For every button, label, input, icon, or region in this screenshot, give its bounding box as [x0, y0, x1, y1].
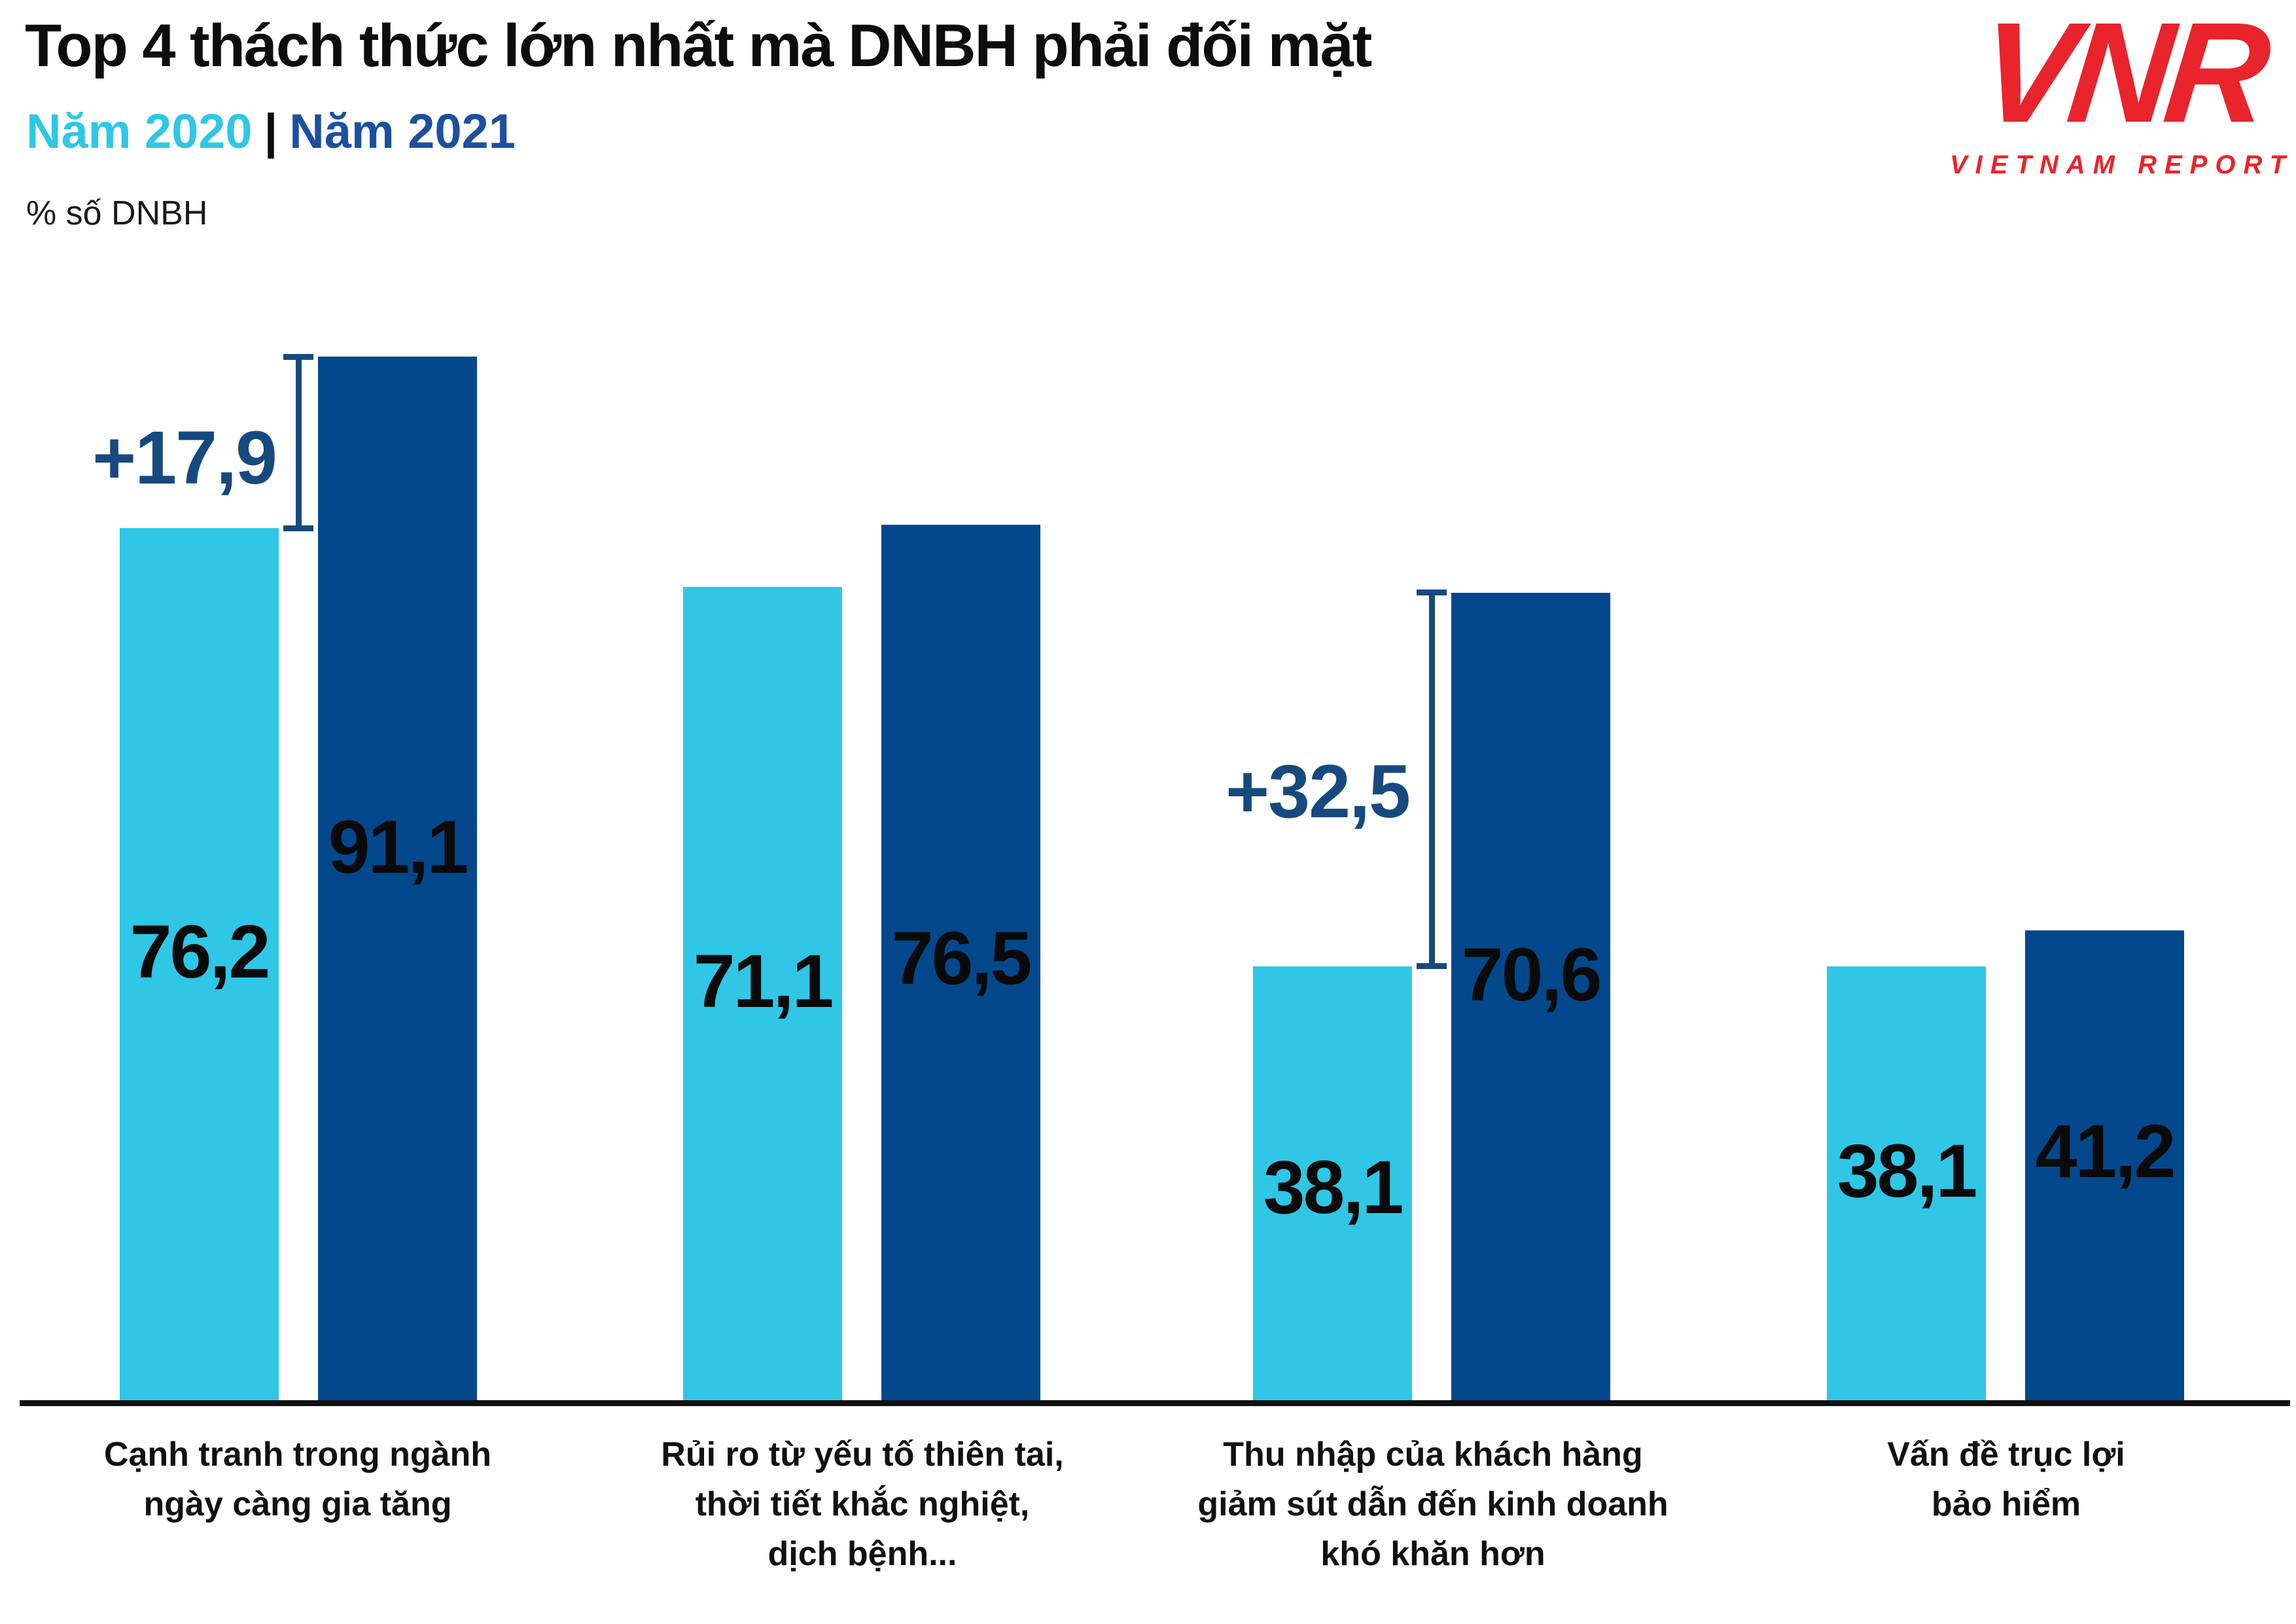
- value-label-2020-group-2: 71,1: [693, 940, 834, 1023]
- category-label-line: Vấn đề trục lợi: [1887, 1436, 2125, 1474]
- legend-year-2020: Năm 2020: [26, 104, 253, 158]
- delta-bracket-line-group-1: [295, 357, 302, 529]
- bar-2021-group-2: [881, 524, 1040, 1404]
- category-label-group-3: Thu nhập của khách hàng giảm sút dẫn đến …: [1165, 1430, 1701, 1579]
- chart-legend: Năm 2020 | Năm 2021: [26, 103, 516, 159]
- delta-annotation-group-3: +32,5: [1226, 750, 1411, 834]
- delta-bracket-cap-top-group-3: [1417, 590, 1447, 596]
- category-label-line: khó khăn hơn: [1320, 1535, 1545, 1573]
- delta-bracket-cap-bottom-group-1: [283, 525, 313, 531]
- y-axis-unit-label: % số DNBH: [26, 194, 208, 232]
- category-label-line: bảo hiểm: [1931, 1485, 2081, 1523]
- bar-2021-group-4: [2025, 930, 2184, 1404]
- category-label-line: Thu nhập của khách hàng: [1223, 1436, 1643, 1474]
- x-axis-line: [20, 1400, 2290, 1406]
- category-label-line: thời tiết khắc nghiệt,: [695, 1485, 1030, 1523]
- bar-2021-group-3: [1451, 592, 1610, 1404]
- category-label-line: Rủi ro từ yếu tố thiên tai,: [661, 1436, 1064, 1474]
- category-label-line: ngày càng gia tăng: [143, 1485, 452, 1523]
- category-label-line: giảm sút dẫn đến kinh doanh: [1197, 1485, 1669, 1523]
- category-label-group-2: Rủi ro từ yếu tố thiên tai, thời tiết khắ…: [594, 1430, 1131, 1579]
- bar-2020-group-2: [683, 586, 842, 1404]
- category-label-group-1: Cạnh tranh trong ngành ngày càng gia tăng: [29, 1430, 566, 1529]
- bar-2020-group-3: [1253, 966, 1412, 1404]
- value-label-2021-group-3: 70,6: [1461, 933, 1602, 1017]
- value-label-2020-group-1: 76,2: [130, 910, 271, 994]
- value-label-2020-group-3: 38,1: [1263, 1146, 1404, 1229]
- value-label-2021-group-2: 76,5: [891, 917, 1033, 1000]
- category-label-line: dịch bệnh...: [768, 1535, 957, 1573]
- delta-bracket-cap-bottom-group-3: [1417, 963, 1447, 970]
- vnr-monogram-icon: VNR: [1972, 0, 2271, 152]
- vietnam-report-logo: VNR VIETNAM REPORT: [1950, 0, 2294, 180]
- legend-year-2021: Năm 2021: [289, 104, 516, 158]
- bar-2021-group-1: [318, 357, 477, 1404]
- value-label-2021-group-1: 91,1: [328, 805, 469, 889]
- category-label-line: Cạnh tranh trong ngành: [103, 1436, 492, 1474]
- delta-bracket-cap-top-group-1: [283, 353, 313, 360]
- delta-bracket-line-group-3: [1428, 592, 1435, 966]
- bar-2020-group-4: [1827, 966, 1986, 1404]
- value-label-2021-group-4: 41,2: [2035, 1110, 2176, 1193]
- page-title: Top 4 thách thức lớn nhất mà DNBH phải đ…: [25, 12, 1372, 79]
- legend-separator: |: [264, 104, 278, 158]
- vietnam-report-wordmark: VIETNAM REPORT: [1950, 150, 2294, 179]
- bar-2020-group-1: [120, 528, 279, 1404]
- delta-annotation-group-1: +17,9: [92, 416, 277, 500]
- value-label-2020-group-4: 38,1: [1837, 1129, 1978, 1213]
- category-label-group-4: Vấn đề trục lợi bảo hiểm: [1738, 1430, 2274, 1529]
